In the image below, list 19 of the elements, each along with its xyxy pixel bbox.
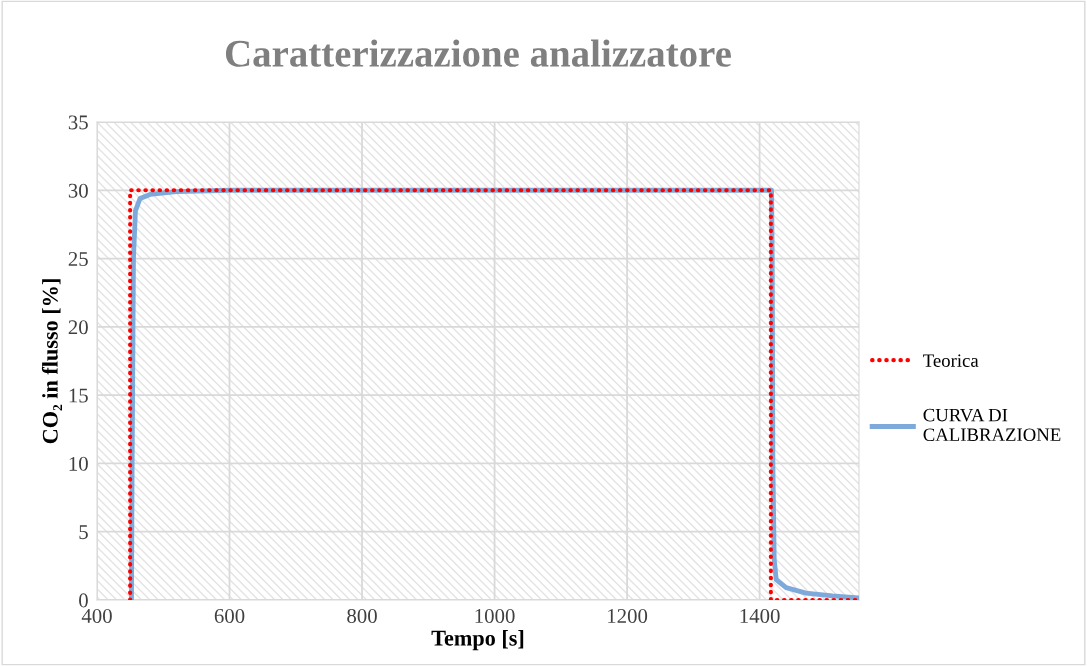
legend-label: Teorica: [923, 354, 979, 367]
y-tick-label: 10: [69, 456, 88, 471]
chart-title: Caratterizzazione analizzatore: [225, 39, 731, 67]
x-tick-label: 1200: [608, 608, 648, 623]
x-tick-label: 1000: [475, 608, 515, 623]
x-tick-label: 800: [347, 608, 377, 623]
x-tick-label: 400: [81, 608, 112, 623]
x-tick-label: 1400: [740, 608, 780, 623]
y-tick-label: 25: [68, 252, 88, 266]
y-tick-label: 20: [68, 320, 88, 335]
y-axis-title: CO₂ in flusso [%]: [41, 279, 62, 444]
x-tick-label: 600: [214, 608, 245, 623]
y-tick-label: 5: [79, 525, 88, 540]
y-tick-label: 0: [79, 593, 88, 608]
x-axis-title: Tempo [s]: [431, 630, 524, 651]
legend-label: CURVA DI CALIBRAZIONE: [923, 408, 1061, 442]
y-tick-label: 35: [68, 115, 88, 130]
y-tick-label: 30: [68, 183, 88, 198]
y-tick-label: 15: [69, 388, 88, 403]
